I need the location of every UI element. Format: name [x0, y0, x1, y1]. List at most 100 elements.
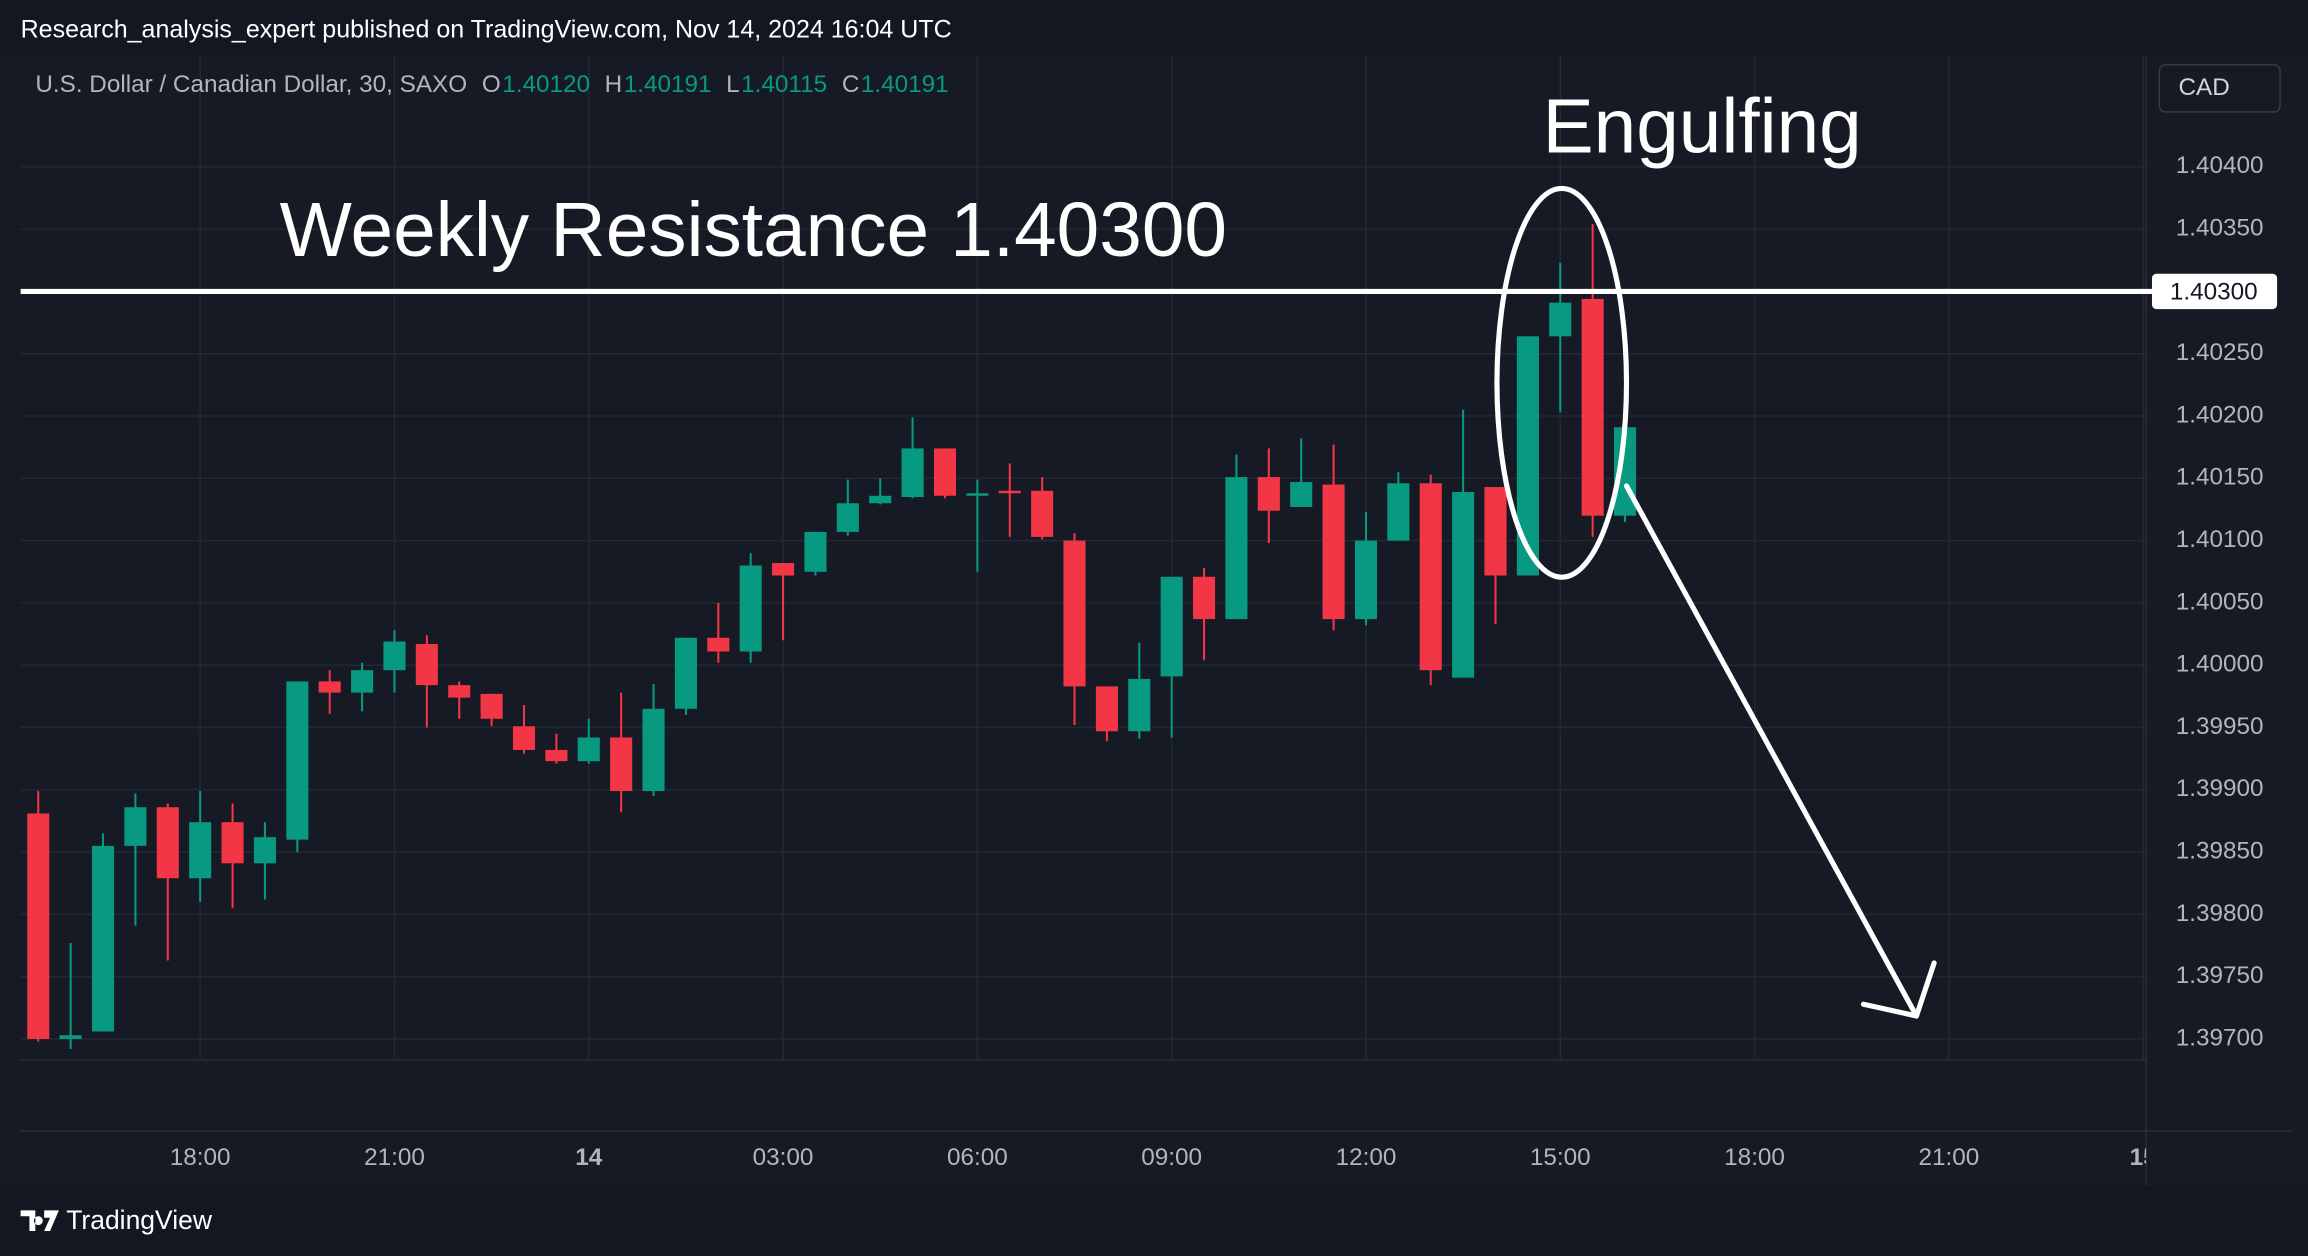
x-tick-label: 12:00 — [1336, 1144, 1397, 1171]
ohlc-value: 1.40115 — [741, 71, 827, 98]
candle-body — [1322, 484, 1345, 620]
candle-body — [674, 637, 697, 709]
candle-body — [1063, 540, 1086, 687]
symbol: U.S. Dollar / Canadian Dollar, 30, SAXO — [35, 71, 467, 98]
currency-box — [2158, 64, 2281, 113]
candle-body — [221, 822, 244, 864]
bottom-bar — [0, 1185, 2308, 1256]
candle-body — [804, 531, 827, 572]
ohlc-value: 1.40191 — [624, 71, 712, 98]
y-tick-label: 1.40250 — [2176, 339, 2264, 366]
candle-body — [286, 681, 309, 840]
time-axis: 18:00 21:00 14 03:00 06:00 09:00 12:00 15:00 18:… — [170, 1144, 2157, 1171]
candle-body — [610, 737, 633, 792]
candle-body — [480, 693, 503, 719]
y-tick-label: 1.40000 — [2176, 651, 2264, 678]
x-tick-label: 03:00 — [753, 1144, 814, 1171]
candle-body — [512, 726, 536, 750]
y-tick-label: 1.40150 — [2176, 464, 2264, 491]
candle-body — [156, 807, 179, 879]
candle-body — [1387, 483, 1410, 541]
y-tick-label: 1.39900 — [2176, 775, 2264, 802]
currency: CAD — [2178, 74, 2229, 101]
footer-brand: TradingView — [66, 1205, 213, 1235]
x-tick-label: 15:00 — [1530, 1144, 1591, 1171]
candle-body — [1452, 492, 1475, 678]
arrow-head — [1860, 960, 1937, 1019]
candle-body — [577, 737, 600, 762]
candle-body — [869, 495, 892, 504]
resistance-price-label: 1.40300 — [2170, 278, 2258, 305]
y-tick-label: 1.39700 — [2176, 1024, 2264, 1051]
resistance-text: Weekly Resistance 1.40300 — [280, 188, 1227, 273]
y-tick-label: 1.40350 — [2176, 215, 2264, 242]
top-bar — [0, 0, 2308, 56]
x-tick-label: 15 — [2130, 1144, 2157, 1171]
candle-body — [91, 845, 115, 1032]
candle-body — [1516, 336, 1539, 576]
ohlc-legend: O 1.40120 H 1.40191 L 1.40115 C 1.40191 — [482, 71, 949, 98]
candle-body — [1484, 487, 1507, 576]
footer-logo: TradingView — [20, 1205, 213, 1235]
ohlc-key: L — [726, 71, 740, 98]
candle-body — [27, 813, 50, 1039]
candle-body — [545, 749, 568, 762]
candle-body — [318, 681, 341, 693]
candle-body — [1128, 678, 1151, 732]
candle-body — [1257, 477, 1280, 511]
candle-body — [966, 493, 989, 496]
arrow-shaft — [1623, 483, 1920, 1019]
candle-body — [1095, 686, 1118, 732]
candle-body — [415, 644, 438, 686]
x-tick-label: 18:00 — [170, 1144, 231, 1171]
y-tick-label: 1.40400 — [2176, 152, 2264, 179]
candle-body — [351, 670, 374, 693]
y-tick-label: 1.39750 — [2176, 962, 2264, 989]
candle-body — [383, 641, 406, 671]
candle-body — [1031, 490, 1054, 537]
engulfing-text: Engulfing — [1543, 85, 1862, 170]
candle-body — [739, 565, 762, 652]
candle-body — [1290, 482, 1313, 507]
y-tick-label: 1.40100 — [2176, 526, 2264, 553]
candle-body — [1549, 302, 1572, 337]
candle-body — [1354, 540, 1378, 620]
annotations: Weekly Resistance 1.40300 Engulfing — [280, 85, 1937, 1019]
resistance-price-tag — [2151, 273, 2278, 310]
y-tick-label: 1.39850 — [2176, 838, 2264, 865]
y-tick-label: 1.40050 — [2176, 588, 2264, 615]
candle-body — [1160, 576, 1183, 677]
ohlc-key: O — [482, 71, 501, 98]
x-tick-label: 06:00 — [947, 1144, 1008, 1171]
candle-body — [59, 1035, 82, 1039]
candle-body — [1419, 483, 1442, 671]
ohlc-key: C — [842, 71, 860, 98]
ohlc-key: H — [605, 71, 623, 98]
y-tick-label: 1.39800 — [2176, 900, 2264, 927]
candle-body — [1193, 576, 1216, 620]
candle-body — [933, 448, 957, 496]
ohlc-value: 1.40191 — [861, 71, 949, 98]
candle-body — [189, 822, 212, 879]
candle-body — [901, 448, 924, 498]
candle-body — [1581, 298, 1604, 516]
candle-body — [998, 490, 1021, 494]
engulfing-ellipse — [1494, 185, 1630, 580]
x-tick-label: 18:00 — [1724, 1144, 1785, 1171]
y-tick-label: 1.39950 — [2176, 713, 2264, 740]
candle-body — [772, 563, 795, 576]
x-tick-label: 21:00 — [364, 1144, 425, 1171]
x-tick-label: 09:00 — [1141, 1144, 1202, 1171]
publish-info: Research_analysis_expert published on Tr… — [21, 16, 952, 44]
candle-body — [1225, 477, 1248, 620]
y-tick-label: 1.40200 — [2176, 401, 2264, 428]
candle-body — [642, 708, 665, 792]
candle-body — [448, 685, 471, 698]
ohlc-value: 1.40120 — [502, 71, 590, 98]
candle-body — [707, 637, 730, 652]
candle-body — [253, 837, 276, 864]
candle-body — [124, 807, 147, 846]
